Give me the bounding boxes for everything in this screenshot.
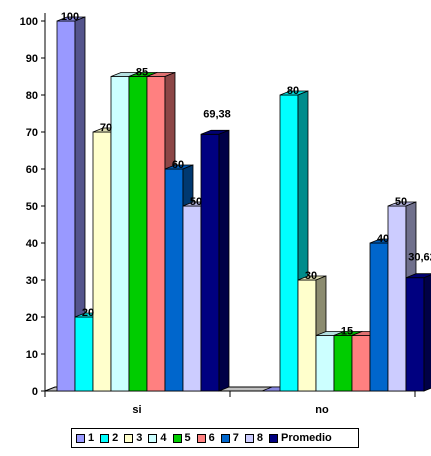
- legend-swatch: [269, 433, 278, 443]
- legend-item: Promedio: [269, 432, 332, 444]
- bar: [387, 205, 407, 392]
- data-label: 70: [100, 122, 112, 134]
- x-tick-label: no: [315, 404, 329, 416]
- legend-label: 4: [160, 432, 167, 444]
- legend-item: 1: [76, 432, 94, 444]
- data-label: 30: [305, 270, 317, 282]
- legend-label: 1: [88, 432, 95, 444]
- legend-item: 3: [124, 432, 142, 444]
- legend-swatch: [172, 433, 182, 443]
- bar: [369, 242, 389, 392]
- legend-swatch: [148, 433, 158, 443]
- bar: [128, 76, 148, 392]
- bar: [56, 20, 76, 392]
- legend-swatch: [76, 433, 85, 443]
- bar: [146, 76, 166, 392]
- bar: [315, 335, 335, 392]
- y-tick-label: 90: [26, 53, 38, 65]
- legend-label: 6: [208, 432, 215, 444]
- legend-item: 5: [172, 432, 191, 444]
- y-tick-label: 50: [26, 201, 38, 213]
- bar: [405, 277, 425, 392]
- y-tick-label: 30: [26, 275, 38, 287]
- data-label: 20: [82, 307, 94, 319]
- legend-label: Promedio: [281, 432, 332, 444]
- legend-label: 3: [136, 432, 143, 444]
- bar: [110, 76, 130, 392]
- y-tick-label: 20: [26, 312, 38, 324]
- plot-area: 0 10 20 30 40 50 60 70 80 90 100 si no 100 20 70 85 60 50 6…: [20, 11, 431, 416]
- legend-swatch: [220, 433, 230, 443]
- bar: [92, 131, 112, 392]
- y-tick-label: 100: [20, 16, 38, 28]
- legend-item: 4: [148, 432, 167, 444]
- x-tick-label: si: [132, 404, 141, 416]
- legend-label: 2: [112, 432, 119, 444]
- bar-side: [423, 274, 431, 392]
- bar: [74, 316, 94, 392]
- legend-label: 8: [256, 432, 263, 444]
- legend-swatch: [100, 433, 110, 443]
- data-label: 69,38: [203, 108, 231, 120]
- bar-side: [218, 129, 230, 392]
- y-tick-label: 40: [26, 238, 38, 250]
- data-label: 80: [287, 85, 299, 97]
- legend-item: 2: [100, 432, 118, 444]
- data-label: 85: [136, 67, 148, 79]
- data-label: 50: [395, 196, 407, 208]
- data-label: 50: [190, 196, 202, 208]
- y-tick-label: 10: [26, 349, 38, 361]
- legend: 1 2 3 4 5 6 7 8 Promedio: [71, 428, 359, 448]
- bar: [182, 205, 202, 392]
- bar: [279, 94, 299, 392]
- y-tick-label: 0: [32, 386, 38, 398]
- data-label: 30,62: [408, 252, 431, 264]
- data-label: 40: [377, 233, 389, 245]
- legend-swatch: [124, 433, 134, 443]
- bar: [351, 335, 371, 392]
- legend-item: 6: [196, 432, 215, 444]
- y-tick-label: 70: [26, 127, 38, 139]
- legend-label: 5: [184, 432, 191, 444]
- legend-item: 7: [220, 432, 239, 444]
- data-label: 15: [341, 326, 353, 338]
- legend-item: 8: [244, 432, 263, 444]
- bar: [333, 335, 353, 392]
- bar: [164, 168, 184, 392]
- legend-swatch: [196, 433, 206, 443]
- data-label: 60: [172, 159, 184, 171]
- bar: [200, 133, 220, 392]
- data-label: 100: [61, 11, 79, 23]
- y-tick-label: 80: [26, 90, 38, 102]
- y-tick-label: 60: [26, 164, 38, 176]
- bar-top: [405, 273, 431, 279]
- bar: [297, 279, 317, 392]
- legend-swatch: [244, 433, 254, 443]
- legend-label: 7: [232, 432, 239, 444]
